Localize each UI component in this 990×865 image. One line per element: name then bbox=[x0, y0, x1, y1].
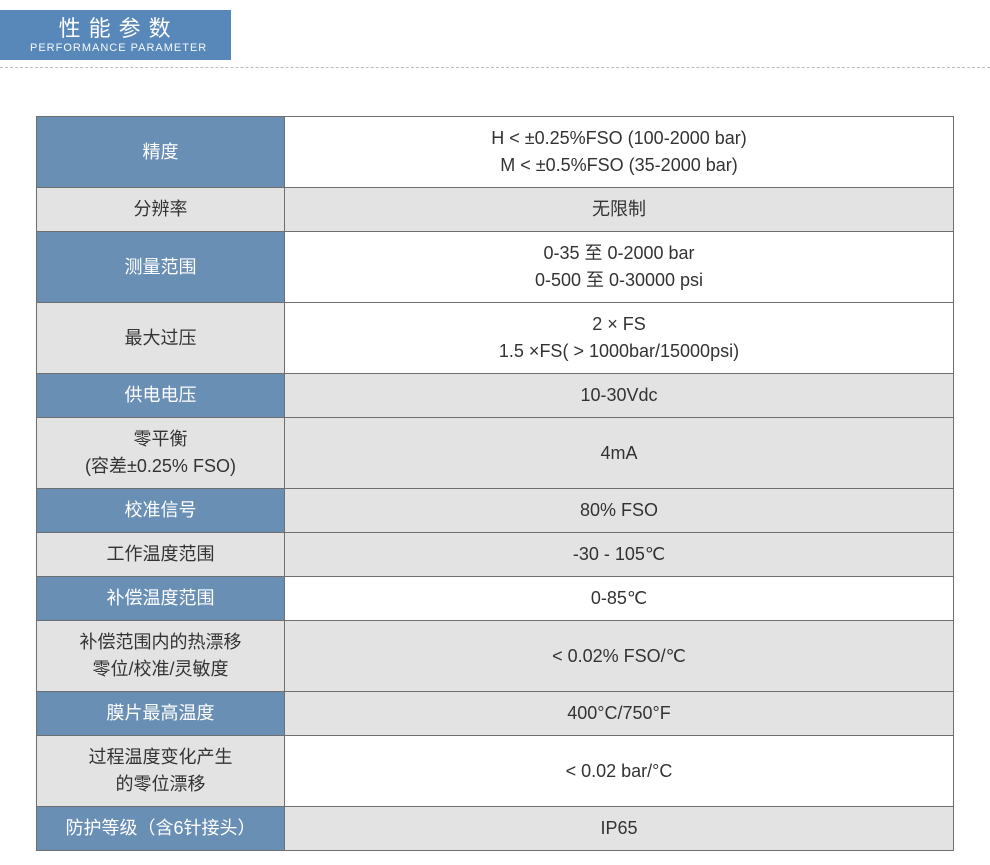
table-row: 供电电压10-30Vdc bbox=[37, 374, 954, 418]
table-row: 防护等级（含6针接头）IP65 bbox=[37, 807, 954, 851]
spec-value-line: < 0.02 bar/°C bbox=[291, 758, 947, 785]
spec-value-line: M < ±0.5%FSO (35-2000 bar) bbox=[291, 152, 947, 179]
table-row: 精度H < ±0.25%FSO (100-2000 bar)M < ±0.5%F… bbox=[37, 117, 954, 188]
spec-label-line: 补偿范围内的热漂移 bbox=[43, 629, 278, 656]
spec-label-line: 过程温度变化产生 bbox=[43, 744, 278, 771]
spec-value: 10-30Vdc bbox=[285, 374, 954, 418]
table-row: 测量范围0-35 至 0-2000 bar0-500 至 0-30000 psi bbox=[37, 232, 954, 303]
header-dashline bbox=[0, 67, 990, 68]
spec-value-line: 4mA bbox=[291, 440, 947, 467]
spec-value-line: 1.5 ×FS( > 1000bar/15000psi) bbox=[291, 338, 947, 365]
spec-label: 零平衡(容差±0.25% FSO) bbox=[37, 418, 285, 489]
spec-table: 精度H < ±0.25%FSO (100-2000 bar)M < ±0.5%F… bbox=[36, 116, 954, 851]
spec-value: H < ±0.25%FSO (100-2000 bar)M < ±0.5%FSO… bbox=[285, 117, 954, 188]
header-title-cn: 性能参数 bbox=[30, 16, 207, 42]
spec-value: 无限制 bbox=[285, 188, 954, 232]
spec-value: 2 × FS1.5 ×FS( > 1000bar/15000psi) bbox=[285, 303, 954, 374]
spec-value-line: 0-500 至 0-30000 psi bbox=[291, 267, 947, 294]
spec-value: < 0.02 bar/°C bbox=[285, 736, 954, 807]
spec-label: 过程温度变化产生的零位漂移 bbox=[37, 736, 285, 807]
table-row: 最大过压2 × FS1.5 ×FS( > 1000bar/15000psi) bbox=[37, 303, 954, 374]
table-row: 补偿范围内的热漂移零位/校准/灵敏度< 0.02% FSO/℃ bbox=[37, 621, 954, 692]
spec-label: 防护等级（含6针接头） bbox=[37, 807, 285, 851]
spec-value-line: < 0.02% FSO/℃ bbox=[291, 643, 947, 670]
header-title-en: PERFORMANCE PARAMETER bbox=[30, 42, 207, 55]
spec-label: 校准信号 bbox=[37, 489, 285, 533]
spec-value-line: 无限制 bbox=[291, 196, 947, 223]
spec-label-line: 零位/校准/灵敏度 bbox=[43, 656, 278, 683]
spec-label: 补偿范围内的热漂移零位/校准/灵敏度 bbox=[37, 621, 285, 692]
spec-label: 最大过压 bbox=[37, 303, 285, 374]
spec-table-container: 精度H < ±0.25%FSO (100-2000 bar)M < ±0.5%F… bbox=[0, 68, 990, 851]
table-row: 补偿温度范围0-85℃ bbox=[37, 577, 954, 621]
spec-label-line: 零平衡 bbox=[43, 426, 278, 453]
spec-value-line: 10-30Vdc bbox=[291, 382, 947, 409]
spec-label-line: 的零位漂移 bbox=[43, 771, 278, 798]
spec-label: 工作温度范围 bbox=[37, 533, 285, 577]
spec-value-line: 0-35 至 0-2000 bar bbox=[291, 240, 947, 267]
table-row: 零平衡(容差±0.25% FSO)4mA bbox=[37, 418, 954, 489]
section-header: 性能参数 PERFORMANCE PARAMETER bbox=[0, 10, 990, 68]
spec-label: 补偿温度范围 bbox=[37, 577, 285, 621]
spec-label-line: (容差±0.25% FSO) bbox=[43, 453, 278, 480]
spec-value-line: 400°C/750°F bbox=[291, 700, 947, 727]
spec-value-line: IP65 bbox=[291, 815, 947, 842]
table-row: 膜片最高温度400°C/750°F bbox=[37, 692, 954, 736]
spec-label: 测量范围 bbox=[37, 232, 285, 303]
table-row: 校准信号80% FSO bbox=[37, 489, 954, 533]
header-badge: 性能参数 PERFORMANCE PARAMETER bbox=[0, 10, 231, 60]
spec-value: 4mA bbox=[285, 418, 954, 489]
spec-value: 0-85℃ bbox=[285, 577, 954, 621]
spec-value: 0-35 至 0-2000 bar0-500 至 0-30000 psi bbox=[285, 232, 954, 303]
spec-value-line: H < ±0.25%FSO (100-2000 bar) bbox=[291, 125, 947, 152]
spec-value-line: 80% FSO bbox=[291, 497, 947, 524]
spec-value: 80% FSO bbox=[285, 489, 954, 533]
table-row: 过程温度变化产生的零位漂移< 0.02 bar/°C bbox=[37, 736, 954, 807]
spec-value-line: 0-85℃ bbox=[291, 585, 947, 612]
spec-value: 400°C/750°F bbox=[285, 692, 954, 736]
table-row: 工作温度范围-30 - 105℃ bbox=[37, 533, 954, 577]
spec-label: 膜片最高温度 bbox=[37, 692, 285, 736]
table-row: 分辨率无限制 bbox=[37, 188, 954, 232]
spec-value: -30 - 105℃ bbox=[285, 533, 954, 577]
spec-value-line: 2 × FS bbox=[291, 311, 947, 338]
spec-value: < 0.02% FSO/℃ bbox=[285, 621, 954, 692]
spec-value-line: -30 - 105℃ bbox=[291, 541, 947, 568]
spec-label: 分辨率 bbox=[37, 188, 285, 232]
spec-label: 供电电压 bbox=[37, 374, 285, 418]
spec-label: 精度 bbox=[37, 117, 285, 188]
spec-value: IP65 bbox=[285, 807, 954, 851]
